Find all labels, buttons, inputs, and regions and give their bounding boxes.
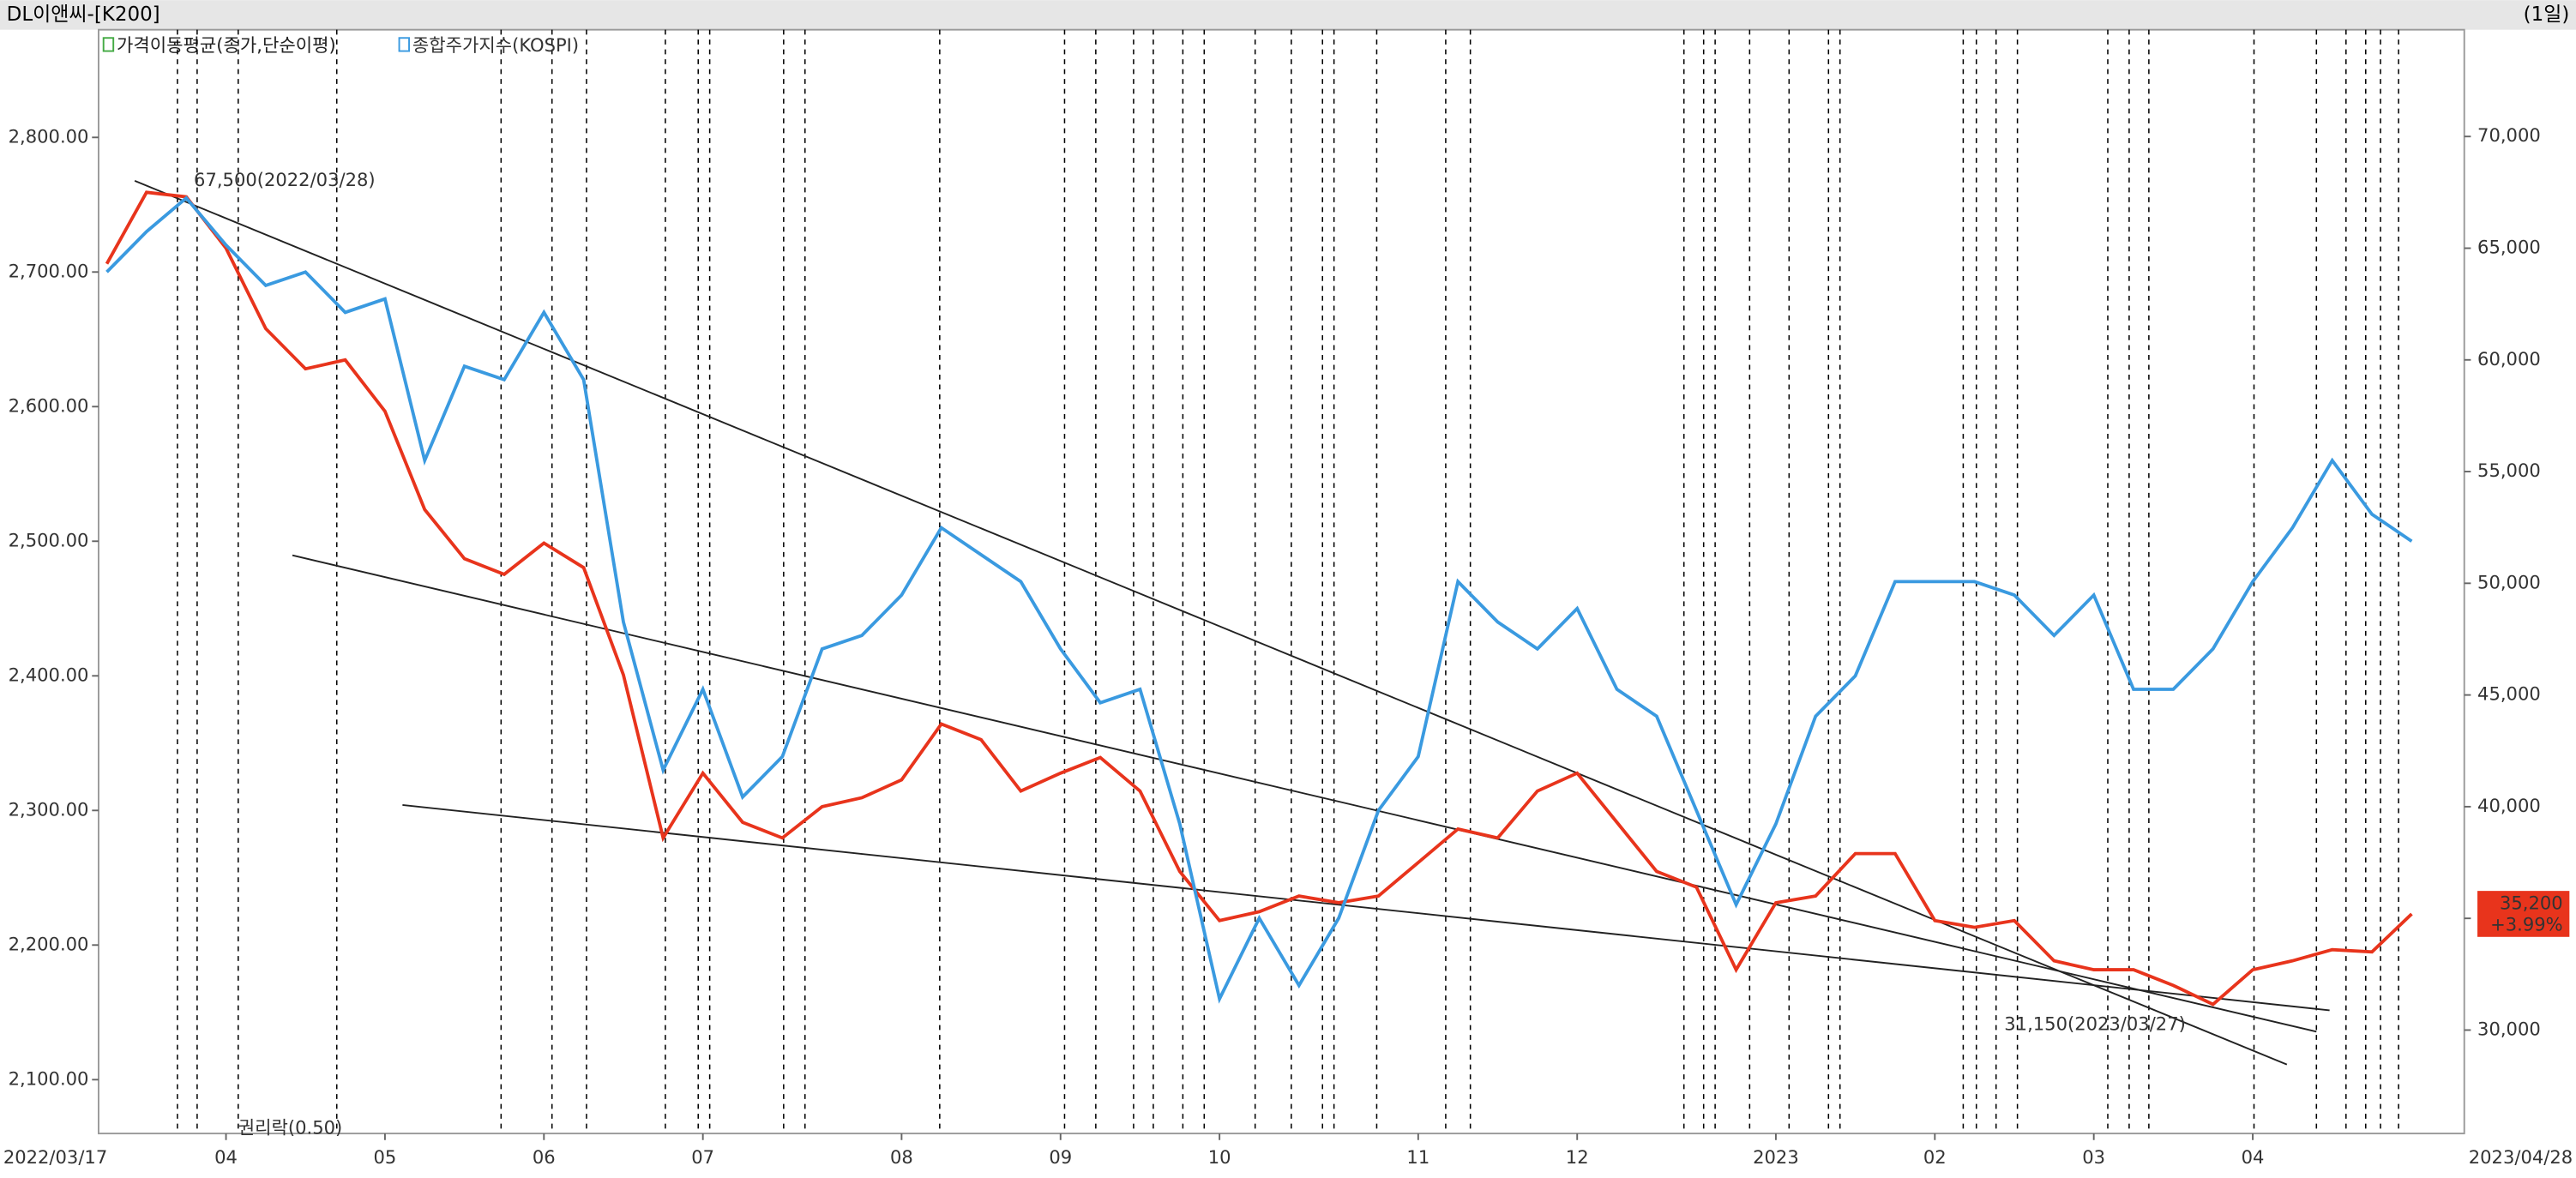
- x-tick-label: 08: [890, 1146, 913, 1168]
- price-tag-value: 35,200: [2500, 892, 2563, 913]
- trend-line: [134, 180, 2288, 1066]
- x-tick-label: 2023: [1753, 1146, 1799, 1168]
- y2-tick-label: 40,000: [2477, 795, 2541, 816]
- legend-icon: [398, 37, 410, 52]
- plot-frame: [97, 28, 2465, 1135]
- trend-line: [402, 803, 2330, 1012]
- x-tick-label: 2023/04/28: [2469, 1146, 2573, 1168]
- y-tick-label: 2,600.00: [9, 394, 89, 416]
- x-tick-label: 07: [691, 1146, 714, 1168]
- series-line: [105, 195, 2413, 1004]
- annotation: 31,150(2023/03/27): [2004, 1013, 2186, 1035]
- y-tick-label: 2,500.00: [9, 529, 89, 550]
- annotation: 권리락(0.50): [238, 1116, 342, 1138]
- indicator-label: 가격이동평균(종가,단순이평): [117, 34, 336, 56]
- x-tick-label: 05: [374, 1146, 397, 1168]
- y2-tick-label: 70,000: [2477, 124, 2541, 146]
- x-tick-label: 11: [1406, 1146, 1429, 1168]
- y-tick-label: 2,100.00: [9, 1067, 89, 1089]
- series-line: [105, 190, 2413, 1007]
- y-tick-label: 2,800.00: [9, 125, 89, 147]
- y2-tick-label: 60,000: [2477, 348, 2541, 370]
- price-tag-change: +3.99%: [2490, 913, 2563, 935]
- x-tick-label: 09: [1049, 1146, 1072, 1168]
- x-tick-label: 03: [2082, 1146, 2105, 1168]
- x-tick-label: 10: [1208, 1146, 1231, 1168]
- x-tick-label: 06: [533, 1146, 556, 1168]
- x-tick-label: 02: [1923, 1146, 1947, 1168]
- annotation: 67,500(2022/03/28): [194, 169, 376, 190]
- trend-lines: [134, 180, 2330, 1066]
- trend-line: [292, 554, 2317, 1033]
- x-tick-label: 04: [214, 1146, 238, 1168]
- legend-icon: [102, 37, 115, 52]
- header-bar: [0, 0, 2576, 30]
- x-tick-label: 12: [1566, 1146, 1589, 1168]
- y-tick-label: 2,300.00: [9, 798, 89, 820]
- y-tick-label: 2,700.00: [9, 260, 89, 281]
- y2-tick-label: 55,000: [2477, 460, 2541, 481]
- legend-label: 종합주가지수(KOSPI): [412, 34, 579, 56]
- chart-title: DL이앤씨-[K200]: [7, 3, 160, 26]
- y2-tick-label: 45,000: [2477, 683, 2541, 705]
- y2-tick-label: 65,000: [2477, 236, 2541, 257]
- y-tick-label: 2,200.00: [9, 933, 89, 954]
- y-tick-label: 2,400.00: [9, 664, 89, 685]
- period-label: (1일): [2524, 3, 2570, 26]
- x-tick-label: 2022/03/17: [3, 1146, 107, 1168]
- x-tick-label: 04: [2242, 1146, 2265, 1168]
- y2-tick-label: 50,000: [2477, 571, 2541, 592]
- price-tag: [2477, 891, 2570, 937]
- y2-tick-label: 30,000: [2477, 1018, 2541, 1039]
